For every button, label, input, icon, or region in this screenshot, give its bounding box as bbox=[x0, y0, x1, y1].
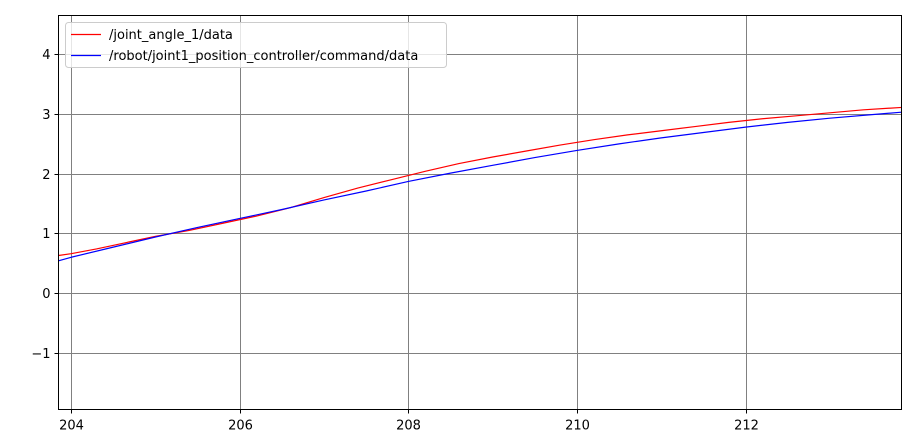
legend-box bbox=[65, 22, 447, 68]
y-tick-label: 2 bbox=[42, 168, 50, 183]
y-tick-label: 0 bbox=[42, 287, 50, 302]
y-tick-label: 4 bbox=[42, 48, 50, 63]
legend-label-joint-angle: /joint_angle_1/data bbox=[109, 28, 233, 43]
x-tick-label: 208 bbox=[396, 419, 421, 434]
series-group bbox=[58, 106, 902, 262]
y-axis: −1 0 1 2 3 4 bbox=[31, 48, 59, 362]
series-line-command bbox=[58, 111, 902, 262]
x-tick-label: 210 bbox=[565, 419, 590, 434]
legend: /joint_angle_1/data /robot/joint1_positi… bbox=[65, 22, 447, 68]
x-tick-label: 212 bbox=[734, 419, 759, 434]
plot-area-frame bbox=[58, 15, 902, 410]
y-tick-label: 1 bbox=[42, 227, 50, 242]
x-tick-label: 204 bbox=[59, 419, 84, 434]
grid bbox=[58, 15, 902, 410]
legend-label-command: /robot/joint1_position_controller/comman… bbox=[109, 49, 418, 64]
x-axis: 204 206 208 210 212 bbox=[59, 409, 759, 434]
x-tick-label: 206 bbox=[228, 419, 253, 434]
y-tick-label: 3 bbox=[42, 108, 50, 123]
y-tick-label: −1 bbox=[31, 347, 50, 362]
